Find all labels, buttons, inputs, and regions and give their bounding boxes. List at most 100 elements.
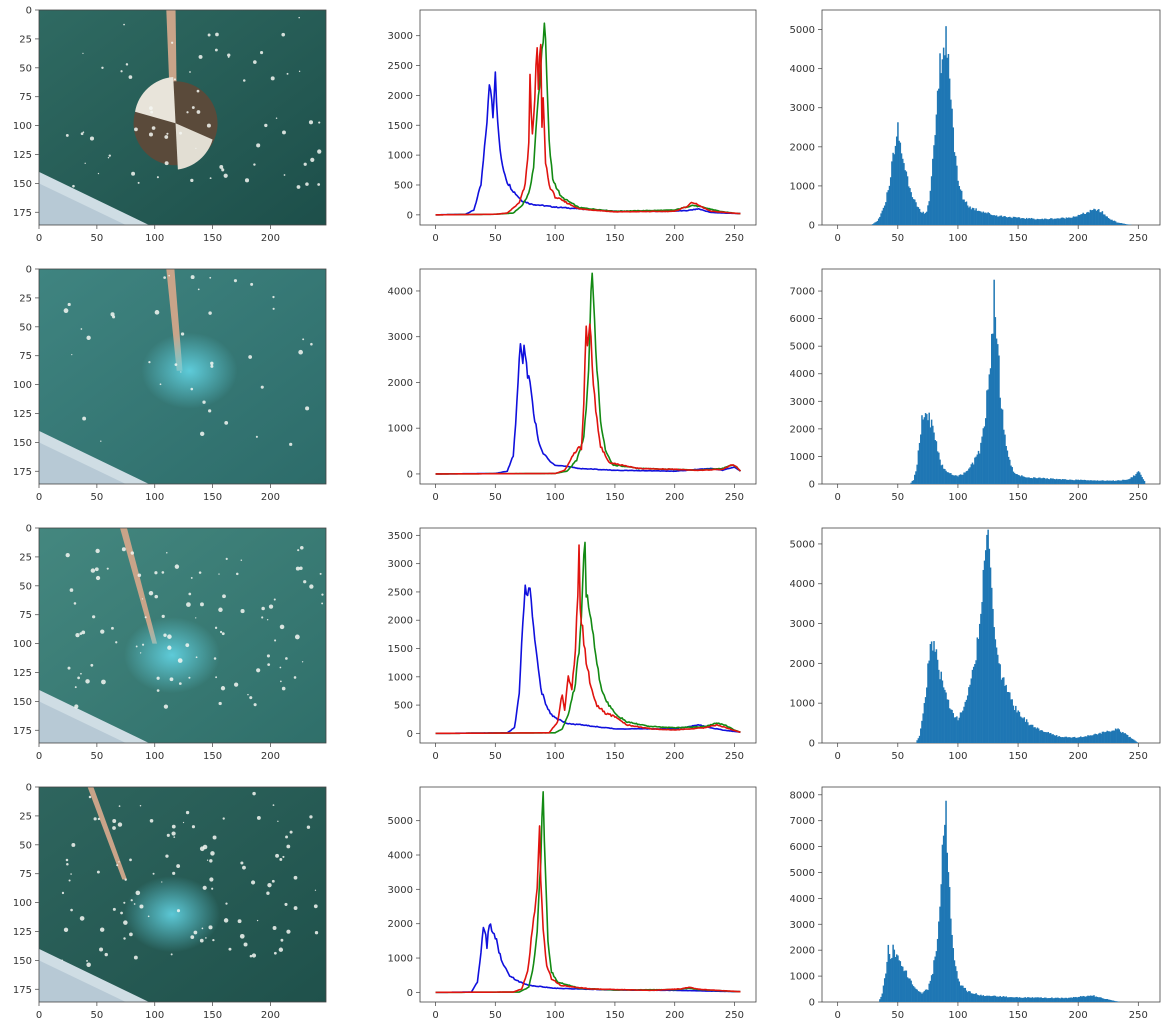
- r1-gray-bar-210: [1089, 480, 1092, 484]
- r2-gray-bar-114: [974, 664, 976, 743]
- r2-gray-bar-185: [1059, 736, 1062, 743]
- r2-photo-glint-96: [321, 593, 324, 596]
- r2-gray-histogram-panel: 0 50 100 150 200 250 0 1000 2000 3000 4000 5000: [790, 527, 1161, 762]
- r3-gray-bar-135: [999, 995, 1001, 1002]
- r3-gray-bar-71: [922, 992, 924, 1002]
- r0-gray-bar-69: [920, 211, 922, 225]
- r1-c0-xtick-label-1: 50: [90, 492, 103, 503]
- r0-gray-bar-66: [916, 206, 918, 225]
- r1-gray-bar-160: [1029, 478, 1031, 484]
- r3-c2-ytick-label-6: 6000: [790, 842, 815, 853]
- r0-c1-ytick-label-5: 2500: [388, 61, 413, 72]
- r2-gray-bar-88: [942, 687, 945, 743]
- r2-gray-bar-214: [1094, 733, 1096, 743]
- r3-photo-rope: [87, 787, 127, 880]
- r2-c1-xtick-label-0: 0: [432, 751, 438, 762]
- r1-gray-bar-83: [936, 451, 939, 484]
- r1-gray-bar-156: [1024, 477, 1027, 484]
- r3-photo-glint-80: [285, 835, 288, 839]
- r3-gray-bar-43: [888, 954, 891, 1002]
- r3-photo-glint-13: [66, 862, 69, 866]
- r1-gray-bar-229: [1112, 480, 1114, 484]
- r0-gray-bar-98: [954, 155, 957, 225]
- r0-gray-bar-55: [903, 163, 905, 225]
- r0-gray-bar-71: [922, 211, 924, 225]
- r2-gray-bar-113: [972, 666, 975, 743]
- r0-c2-ytick-label-0: 0: [809, 221, 815, 232]
- r2-gray-bar-172: [1043, 732, 1046, 743]
- r0-c2-ytick-label-4: 4000: [790, 64, 815, 75]
- r2-gray-bar-181: [1054, 735, 1057, 743]
- r2-photo-glint-29: [161, 571, 165, 574]
- r1-gray-bar-82: [935, 441, 938, 484]
- r1-gray-bar-107: [965, 471, 968, 484]
- r0-gray-bar-92: [947, 53, 950, 225]
- r1-gray-bar-218: [1099, 480, 1101, 484]
- r0-gray-bar-123: [984, 212, 987, 225]
- r2-c0-xtick-label-2: 100: [145, 751, 164, 762]
- r3-photo-glint-37: [129, 858, 132, 862]
- r1-c1-xtick-label-3: 150: [605, 492, 624, 503]
- r3-gray-bar-127: [989, 996, 992, 1002]
- r0-gray-bar-78: [930, 176, 933, 225]
- r2-gray-bar-135: [999, 664, 1001, 743]
- r2-c0-xtick-label-0: 0: [36, 751, 42, 762]
- r3-c2-ytick-label-4: 4000: [790, 894, 815, 905]
- r3-photo-panel: 0 50 100 150 200 0 25 50 75 100 125 150 175: [13, 783, 327, 1021]
- r0-gray-bar-159: [1028, 217, 1030, 225]
- r3-gray-bar-104: [962, 985, 964, 1002]
- r3-photo-glint-87: [135, 890, 141, 896]
- r2-photo-glint-90: [295, 566, 300, 571]
- r3-gray-bar-205: [1083, 996, 1086, 1002]
- r0-gray-bar-169: [1040, 219, 1042, 225]
- r1-gray-bar-215: [1095, 480, 1098, 484]
- r2-gray-bar-209: [1088, 735, 1090, 743]
- r3-gray-bar-150: [1017, 997, 1019, 1002]
- r0-gray-bar-118: [978, 211, 981, 225]
- r1-gray-bar-81: [934, 440, 936, 484]
- r2-gray-bar-249: [1136, 742, 1139, 743]
- r0-photo-glint-15: [148, 106, 153, 111]
- r1-c2-ytick-label-4: 4000: [790, 369, 815, 380]
- r1-gray-bar-205: [1083, 479, 1086, 484]
- r3-c0-ytick-label-1: 25: [19, 811, 32, 822]
- r3-gray-bar-51: [898, 960, 900, 1002]
- r2-gray-bar-76: [928, 660, 930, 743]
- r3-photo-glint-30: [123, 937, 126, 940]
- r0-photo-glint-62: [305, 182, 309, 186]
- r2-gray-bar-149: [1016, 712, 1018, 743]
- r1-gray-bar-155: [1023, 476, 1025, 484]
- r0-gray-bar-203: [1081, 214, 1083, 225]
- r0-gray-bar-72: [923, 213, 926, 225]
- r3-gray-bar-123: [984, 995, 987, 1002]
- r2-photo-glint-14: [77, 676, 80, 680]
- r3-gray-bar-212: [1092, 995, 1094, 1002]
- r3-gray-bar-58: [906, 977, 909, 1002]
- r1-gray-bar-108: [966, 470, 969, 484]
- r3-gray-bar-114: [974, 994, 976, 1002]
- r0-c1-ytick-label-1: 500: [394, 180, 413, 191]
- r0-photo-glint-7: [191, 106, 195, 110]
- r0-gray-bar-36: [880, 213, 882, 225]
- r0-gray-bar-185: [1059, 218, 1062, 225]
- r2-gray-bar-223: [1105, 731, 1107, 743]
- r3-gray-bar-89: [944, 824, 946, 1002]
- r0-photo-glint-5: [275, 117, 278, 120]
- r1-gray-bar-151: [1018, 475, 1021, 484]
- r2-gray-bar-68: [918, 735, 921, 743]
- r0-gray-bar-149: [1016, 217, 1018, 225]
- r1-gray-bar-192: [1067, 479, 1070, 484]
- r1-gray-bar-98: [954, 475, 957, 484]
- r3-gray-bar-128: [991, 996, 993, 1002]
- r1-c1-xtick-label-0: 0: [432, 492, 438, 503]
- r0-gray-bar-183: [1057, 218, 1059, 225]
- r3-gray-bar-225: [1107, 999, 1110, 1002]
- r2-gray-bar-147: [1013, 710, 1016, 743]
- r0-gray-bar-225: [1107, 218, 1110, 225]
- r1-gray-bar-143: [1009, 459, 1011, 484]
- r3-gray-bar-35: [879, 999, 881, 1002]
- r0-gray-bar-54: [901, 158, 904, 225]
- r3-photo-glint-14: [170, 953, 173, 956]
- r3-gray-bar-224: [1106, 999, 1108, 1002]
- r0-gray-bar-144: [1010, 217, 1012, 225]
